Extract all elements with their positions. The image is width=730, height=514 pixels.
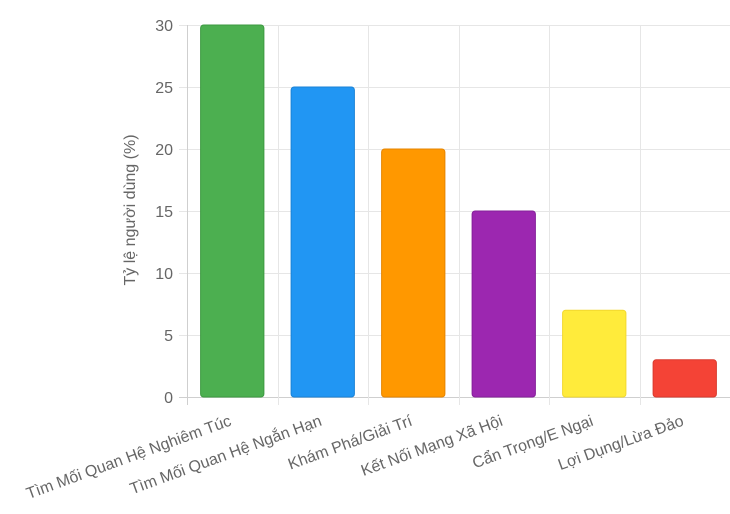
bar	[200, 24, 265, 398]
bar	[381, 148, 446, 398]
y-tick-label: 25	[155, 80, 173, 97]
y-axis-title: Tỷ lệ người dùng (%)	[122, 134, 139, 285]
y-tick-label: 30	[155, 18, 173, 35]
bar	[471, 210, 536, 398]
bars	[200, 24, 717, 398]
y-axis-ticks: 0 5 10 15 20 25 30	[155, 18, 173, 407]
bar	[562, 309, 627, 398]
y-tick-label: 0	[164, 390, 173, 407]
y-tick-label: 5	[164, 328, 173, 345]
y-tick-label: 20	[155, 142, 173, 159]
bar	[652, 359, 717, 398]
y-tick-label: 10	[155, 266, 173, 283]
grid	[179, 25, 730, 405]
bar	[290, 86, 355, 398]
y-tick-label: 15	[155, 204, 173, 221]
